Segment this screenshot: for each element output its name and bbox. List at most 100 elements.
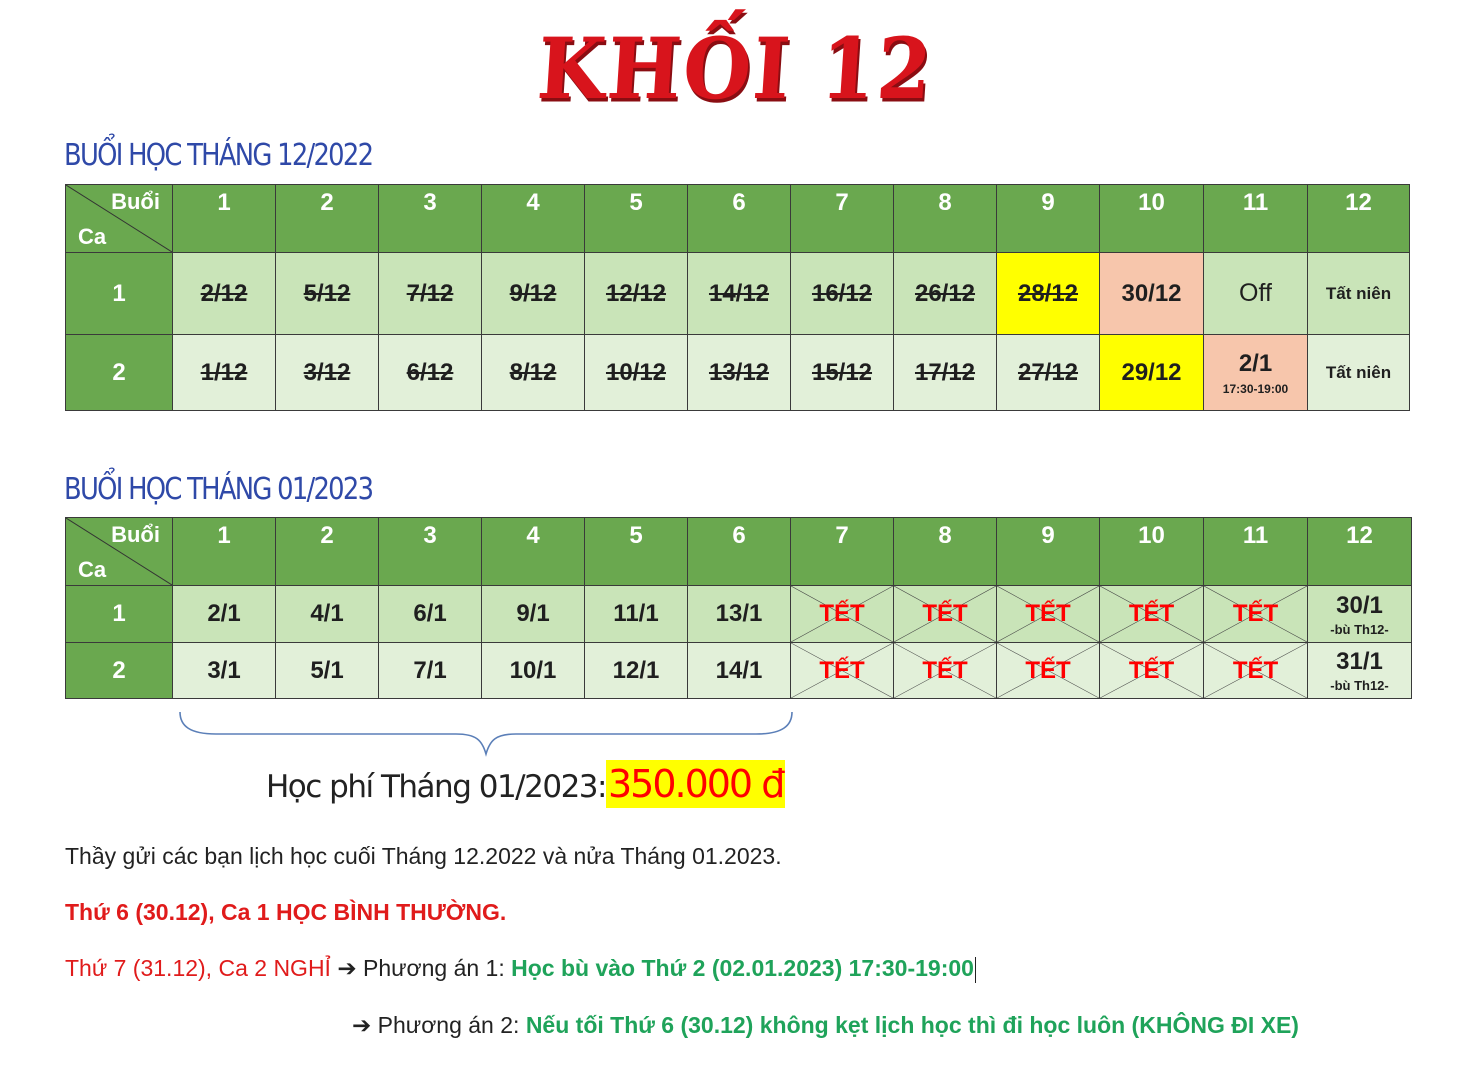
cell-note: 17:30-19:00 bbox=[1222, 381, 1289, 396]
cell-value: 9/12 bbox=[509, 279, 557, 307]
cell-value: 28/12 bbox=[1017, 279, 1079, 307]
table-row: 1 2/1 4/1 6/1 9/1 11/1 13/1 TẾT TẾT TẾT TẾT TẾT 30/1… bbox=[65, 585, 1412, 643]
schedule-cell: 2/1 17:30-19:00 bbox=[1203, 334, 1308, 411]
session-header: 1 bbox=[172, 184, 276, 253]
shift-label: 1 bbox=[65, 252, 173, 335]
cell-value: 14/1 bbox=[715, 656, 763, 684]
saturday-off-text: Thứ 7 (31.12), Ca 2 NGHỈ bbox=[65, 955, 331, 981]
note-line-intro: Thầy gửi các bạn lịch học cuối Tháng 12.… bbox=[65, 843, 782, 869]
cell-value: 1/12 bbox=[200, 358, 248, 386]
cell-value: 30/12 bbox=[1121, 279, 1182, 307]
session-header: 10 bbox=[1099, 517, 1204, 586]
schedule-cell: 12/1 bbox=[584, 642, 688, 699]
schedule-cell: 13/12 bbox=[687, 334, 791, 411]
corner-label-shift: Ca bbox=[78, 557, 107, 582]
session-header: 7 bbox=[790, 517, 894, 586]
schedule-cell: 5/1 bbox=[275, 642, 379, 699]
shift-label: 1 bbox=[65, 585, 173, 643]
cell-value: 9/1 bbox=[516, 600, 550, 627]
cell-value: 12/12 bbox=[605, 279, 667, 307]
schedule-cell: 8/12 bbox=[481, 334, 585, 411]
tuition-fee-label: Học phí Tháng 01/2023: bbox=[266, 769, 607, 805]
tuition-fee-amount: 350.000 đ bbox=[605, 760, 785, 808]
curly-brace-icon bbox=[179, 711, 793, 757]
corner-label-shift: Ca bbox=[78, 224, 107, 249]
holiday-cell: TẾT bbox=[893, 642, 997, 699]
session-header: 5 bbox=[584, 184, 688, 253]
cell-value: 31/1 bbox=[1336, 648, 1383, 675]
holiday-cell: TẾT bbox=[1203, 642, 1308, 699]
cell-value: 30/1 bbox=[1336, 591, 1383, 619]
cell-value: 2/1 bbox=[207, 600, 241, 627]
january-schedule-table: Buổi Ca 1 2 3 4 5 6 7 8 9 10 11 12 1 2/1 4/1 6/1 9/1 11/1 13… bbox=[65, 517, 1412, 699]
schedule-cell: 26/12 bbox=[893, 252, 997, 335]
schedule-cell: 10/1 bbox=[481, 642, 585, 699]
cell-value: 4/1 bbox=[310, 600, 344, 627]
schedule-cell: 6/12 bbox=[378, 334, 482, 411]
cell-value: TẾT bbox=[819, 600, 865, 627]
shift-label: 2 bbox=[65, 334, 173, 411]
holiday-cell: TẾT bbox=[1203, 585, 1308, 643]
cell-value: Off bbox=[1239, 279, 1272, 307]
schedule-cell: 16/12 bbox=[790, 252, 894, 335]
schedule-cell: 14/1 bbox=[687, 642, 791, 699]
schedule-cell: 15/12 bbox=[790, 334, 894, 411]
cell-value: 10/12 bbox=[605, 358, 667, 386]
schedule-cell: 13/1 bbox=[687, 585, 791, 643]
session-header: 8 bbox=[893, 517, 997, 586]
schedule-cell: Tất niên bbox=[1307, 252, 1410, 335]
session-header: 4 bbox=[481, 517, 585, 586]
session-header: 10 bbox=[1099, 184, 1204, 253]
session-header: 3 bbox=[378, 517, 482, 586]
schedule-cell: 3/1 bbox=[172, 642, 276, 699]
holiday-cell: TẾT bbox=[1099, 585, 1204, 643]
schedule-cell: 30/12 bbox=[1099, 252, 1204, 335]
cell-value: 13/12 bbox=[708, 358, 770, 386]
holiday-cell: TẾT bbox=[1099, 642, 1204, 699]
text-cursor bbox=[974, 956, 976, 983]
cell-value: 3/1 bbox=[207, 656, 241, 684]
tuition-fee: Học phí Tháng 01/2023:350.000 đ bbox=[266, 760, 785, 808]
cell-value: 17/12 bbox=[914, 358, 976, 386]
session-header: 11 bbox=[1203, 517, 1308, 586]
schedule-cell: 30/1 -bù Th12- bbox=[1307, 585, 1412, 643]
cell-value: 3/12 bbox=[303, 358, 351, 386]
arrow-right-icon: ➔ bbox=[352, 1012, 372, 1038]
session-header: 4 bbox=[481, 184, 585, 253]
session-header: 12 bbox=[1307, 184, 1410, 253]
session-header: 2 bbox=[275, 184, 379, 253]
cell-value: 7/1 bbox=[413, 656, 447, 684]
cell-value: 13/1 bbox=[715, 600, 763, 627]
session-header: 9 bbox=[996, 184, 1100, 253]
session-header: 2 bbox=[275, 517, 379, 586]
cell-value: TẾT bbox=[1128, 600, 1175, 627]
cell-note: -bù Th12- bbox=[1330, 678, 1389, 693]
shift-label: 2 bbox=[65, 642, 173, 699]
cell-value: Tất niên bbox=[1325, 362, 1392, 382]
note-line-option2: ➔ Phương án 2: Nếu tối Thứ 6 (30.12) khô… bbox=[352, 1012, 1299, 1039]
arrow-right-icon: ➔ bbox=[337, 955, 357, 981]
session-header: 6 bbox=[687, 184, 791, 253]
session-header: 6 bbox=[687, 517, 791, 586]
cell-value: 7/12 bbox=[406, 279, 454, 307]
session-header: 8 bbox=[893, 184, 997, 253]
cell-value: TẾT bbox=[1025, 600, 1071, 627]
session-header: 7 bbox=[790, 184, 894, 253]
holiday-cell: TẾT bbox=[893, 585, 997, 643]
table-corner-header: Buổi Ca bbox=[65, 517, 173, 586]
table-corner-header: Buổi Ca bbox=[65, 184, 173, 253]
schedule-cell: 7/12 bbox=[378, 252, 482, 335]
schedule-cell: 12/12 bbox=[584, 252, 688, 335]
schedule-cell: 28/12 bbox=[996, 252, 1100, 335]
schedule-cell: 7/1 bbox=[378, 642, 482, 699]
page-title: KHỐI 12 bbox=[534, 20, 937, 119]
cell-value: TẾT bbox=[1232, 656, 1279, 684]
december-heading: BUỔI HỌC THÁNG 12/2022 bbox=[64, 138, 374, 173]
cell-value: 11/1 bbox=[613, 600, 659, 627]
session-header: 3 bbox=[378, 184, 482, 253]
schedule-cell: 10/12 bbox=[584, 334, 688, 411]
note-line-saturday: Thứ 7 (31.12), Ca 2 NGHỈ ➔ Phương án 1: … bbox=[65, 955, 976, 983]
cell-value: 5/12 bbox=[303, 279, 351, 307]
january-heading: BUỔI HỌC THÁNG 01/2023 bbox=[64, 472, 374, 507]
schedule-cell: 4/1 bbox=[275, 585, 379, 643]
